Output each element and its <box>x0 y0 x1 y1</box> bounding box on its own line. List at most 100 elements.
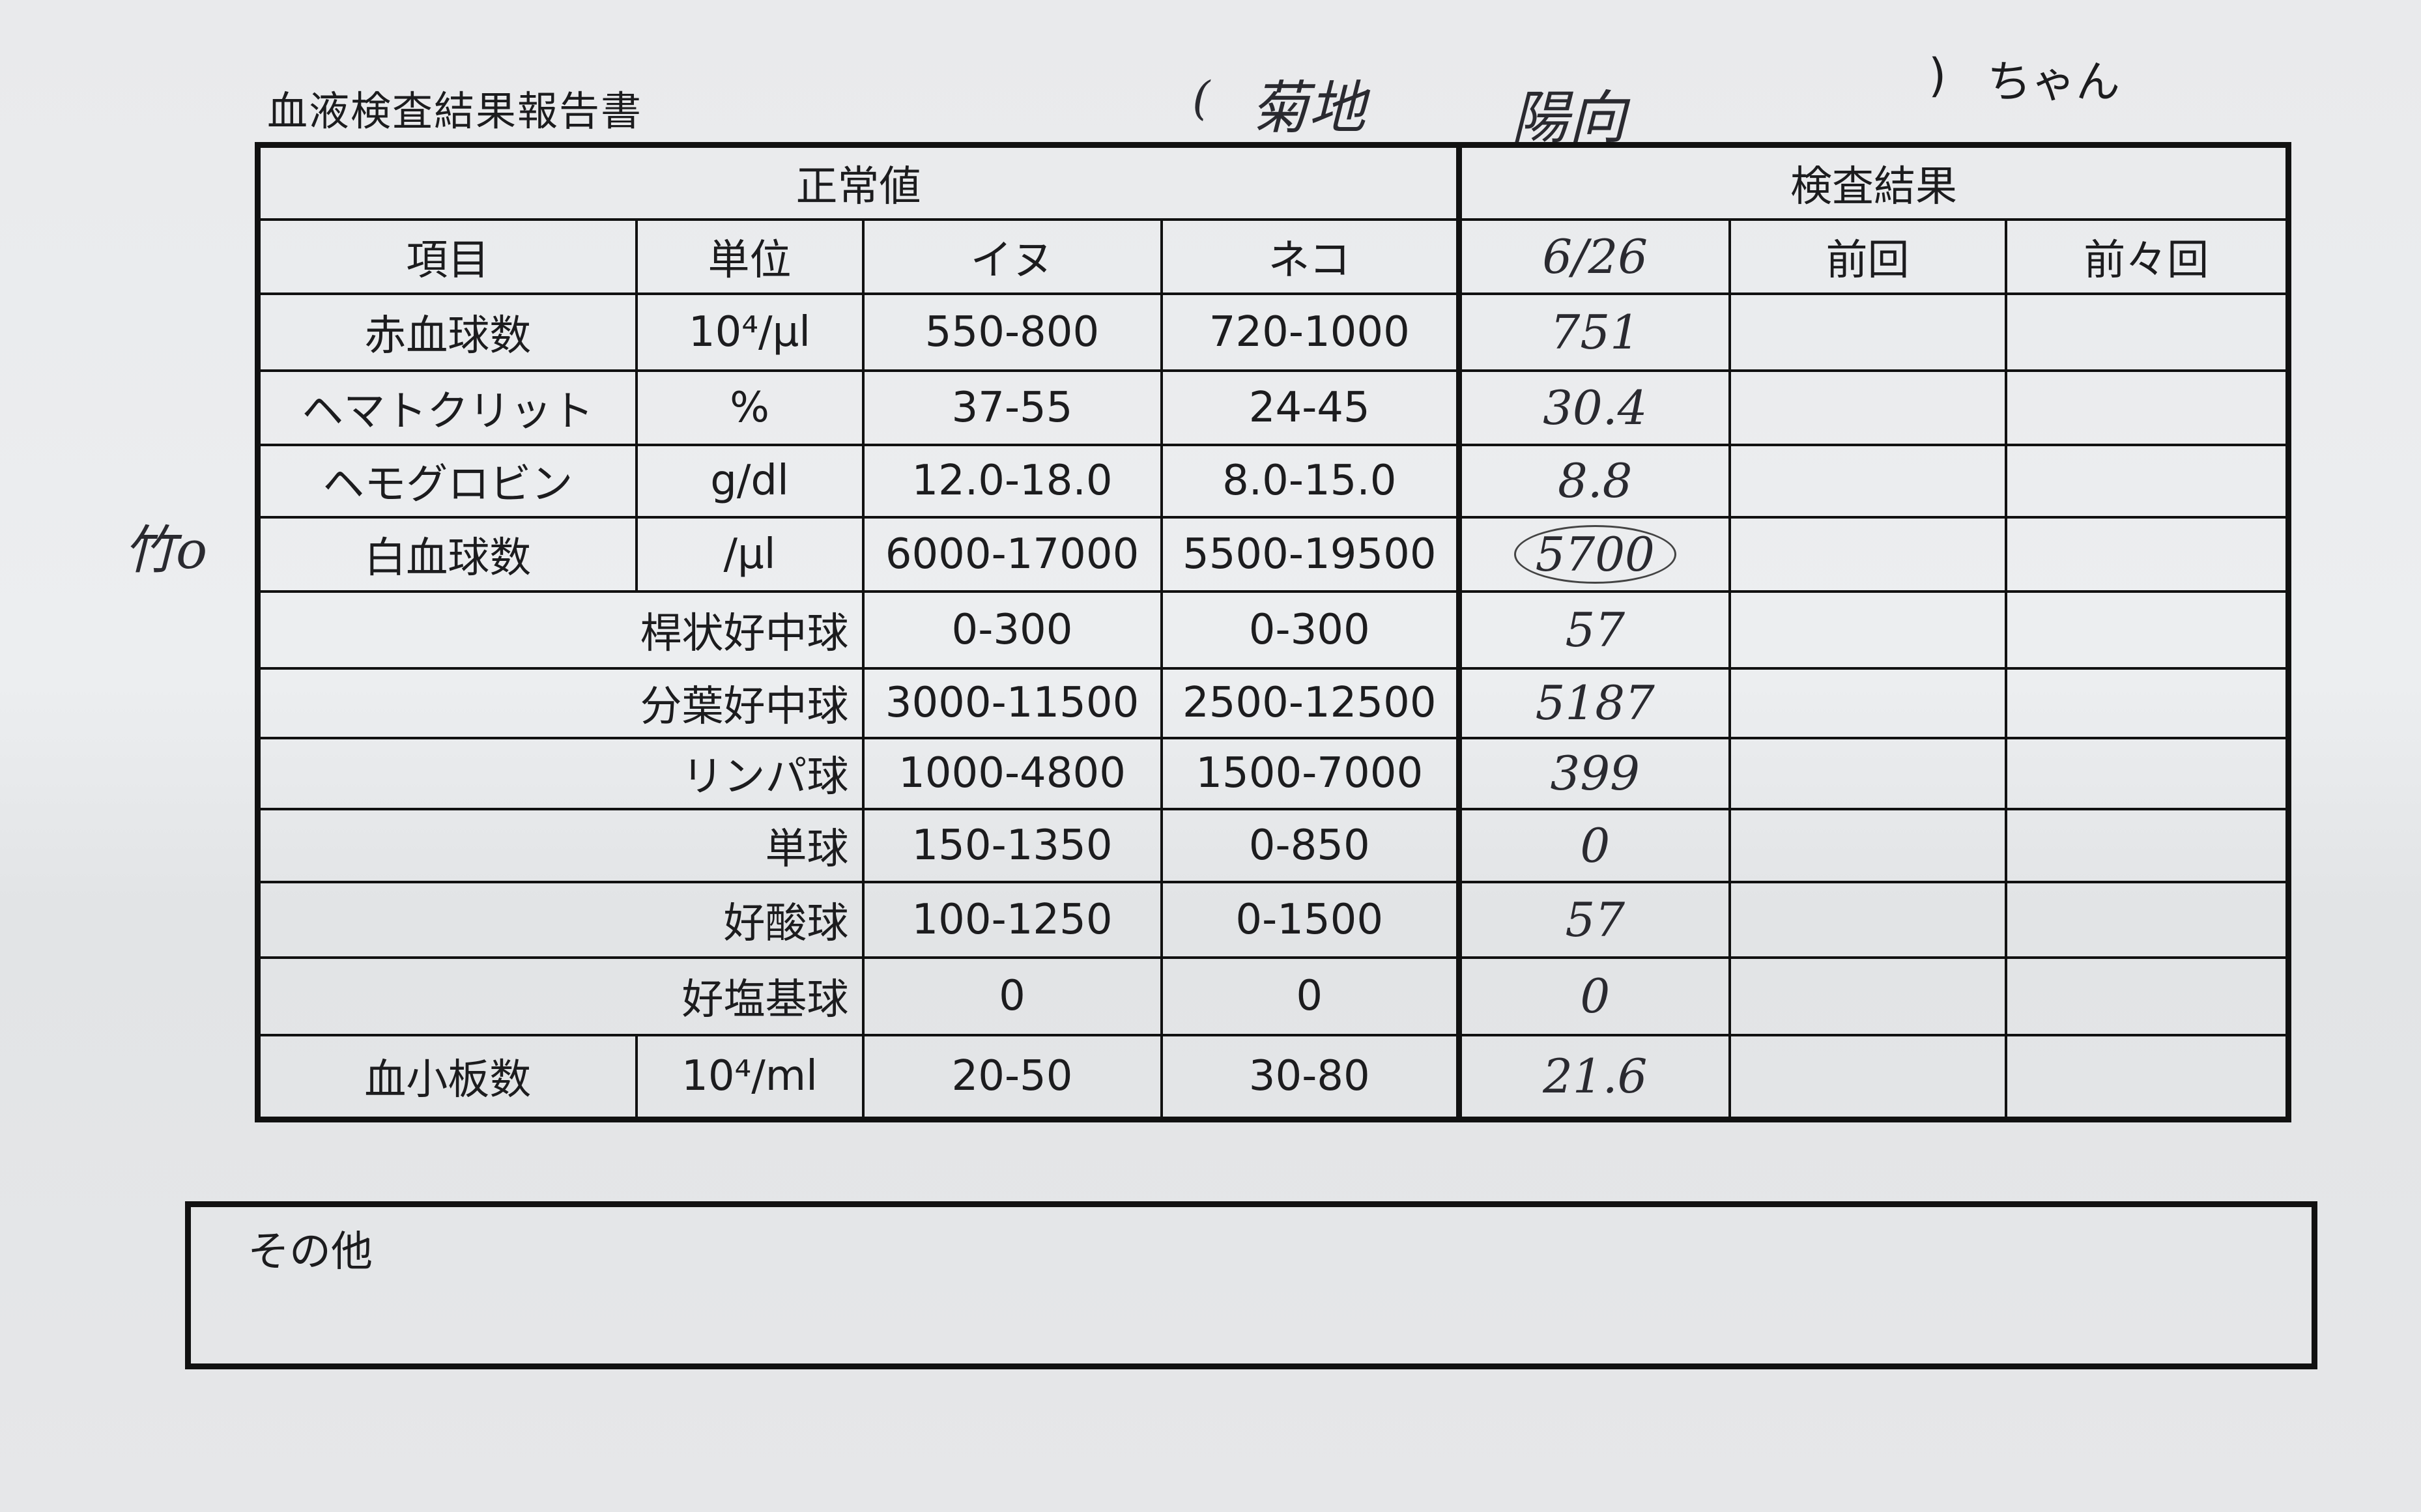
other-notes-label: その他 <box>248 1228 373 1276</box>
dog-range: 6000-17000 <box>861 515 1163 593</box>
table-row: 単球 150-1350 0-850 0 <box>256 807 2290 883</box>
item-label: 分葉好中球 <box>256 666 865 739</box>
column-header-cat: ネコ <box>1160 218 1461 295</box>
item-label: 白血球数 <box>256 515 638 593</box>
blood-test-table: 正常値 検査結果 項目 単位 イヌ ネコ 6/26 前回 前々回 赤血球数 10⁴/μl 550… <box>255 142 2291 1122</box>
cat-range: 24-45 <box>1160 369 1461 446</box>
unit: g/dl <box>635 443 865 519</box>
cat-range: 5500-19500 <box>1160 515 1461 593</box>
current-result: 5700 <box>1456 515 1731 593</box>
dog-range: 550-800 <box>861 292 1163 372</box>
document-title: 血液検査結果報告書 <box>267 87 643 135</box>
item-label: リンパ球 <box>256 736 865 810</box>
name-open-paren: ( <box>1192 72 1210 125</box>
unit: 10⁴/μl <box>635 292 865 372</box>
current-result: 21.6 <box>1456 1033 1731 1121</box>
current-result: 399 <box>1456 736 1731 810</box>
item-label: ヘモグロビン <box>256 443 638 519</box>
before-previous-result <box>2004 369 2290 446</box>
previous-result <box>1728 1033 2007 1121</box>
item-label: 桿状好中球 <box>256 590 865 670</box>
dog-range: 0 <box>861 956 1163 1036</box>
column-header-item: 項目 <box>256 218 638 295</box>
cat-range: 30-80 <box>1160 1033 1461 1121</box>
table-row: 桿状好中球 0-300 0-300 57 <box>256 590 2290 670</box>
table-row: 好酸球 100-1250 0-1500 57 <box>256 880 2290 959</box>
table-row: ヘモグロビン g/dl 12.0-18.0 8.0-15.0 8.8 <box>256 443 2290 519</box>
cat-range: 1500-7000 <box>1160 736 1461 810</box>
patient-surname: 菊地 <box>1251 74 1366 141</box>
current-result: 57 <box>1456 880 1731 959</box>
column-header-previous: 前回 <box>1728 218 2007 295</box>
before-previous-result <box>2004 666 2290 739</box>
dog-range: 0-300 <box>861 590 1163 670</box>
table-row: ヘマトクリット% 37-55 24-45 30.4 <box>256 369 2290 446</box>
unit: 10⁴/ml <box>635 1033 865 1121</box>
cat-range: 0-1500 <box>1160 880 1461 959</box>
current-result: 0 <box>1456 956 1731 1036</box>
column-header-before-previous: 前々回 <box>2004 218 2290 295</box>
normal-values-header: 正常値 <box>256 143 1461 221</box>
column-header-date: 6/26 <box>1456 218 1731 295</box>
before-previous-result <box>2004 807 2290 883</box>
before-previous-result <box>2004 880 2290 959</box>
cat-range: 2500-12500 <box>1160 666 1461 739</box>
dog-range: 12.0-18.0 <box>861 443 1163 519</box>
current-result: 8.8 <box>1456 443 1731 519</box>
name-suffix: ちゃん <box>1987 57 2121 108</box>
previous-result <box>1728 515 2007 593</box>
previous-result <box>1728 292 2007 372</box>
current-result: 57 <box>1456 590 1731 670</box>
unit: /μl <box>635 515 865 593</box>
previous-result <box>1728 736 2007 810</box>
column-header-dog: イヌ <box>861 218 1163 295</box>
dog-range: 100-1250 <box>861 880 1163 959</box>
previous-result <box>1728 880 2007 959</box>
table-row: 白血球数/μl 6000-17000 5500-19500 5700 <box>256 515 2290 593</box>
table-row: 血小板数 10⁴/ml 20-50 30-80 21.6 <box>256 1033 2290 1121</box>
item-label: 単球 <box>256 807 865 883</box>
cat-range: 0-850 <box>1160 807 1461 883</box>
current-result: 30.4 <box>1456 369 1731 446</box>
before-previous-result <box>2004 956 2290 1036</box>
patient-given-name: 陽向 <box>1511 84 1627 151</box>
item-label: ヘマトクリット <box>256 369 638 446</box>
before-previous-result <box>2004 443 2290 519</box>
current-result: 0 <box>1456 807 1731 883</box>
dog-range: 1000-4800 <box>861 736 1163 810</box>
before-previous-result <box>2004 1033 2290 1121</box>
results-header: 検査結果 <box>1456 143 2290 221</box>
dog-range: 150-1350 <box>861 807 1163 883</box>
current-result: 751 <box>1456 292 1731 372</box>
dog-range: 37-55 <box>861 369 1163 446</box>
dog-range: 3000-11500 <box>861 666 1163 739</box>
circled-value: 5700 <box>1513 524 1676 584</box>
before-previous-result <box>2004 515 2290 593</box>
cat-range: 720-1000 <box>1160 292 1461 372</box>
item-label: 血小板数 <box>256 1033 638 1121</box>
previous-result <box>1728 590 2007 670</box>
before-previous-result <box>2004 736 2290 810</box>
cat-range: 0 <box>1160 956 1461 1036</box>
current-result: 5187 <box>1456 666 1731 739</box>
name-close-paren: ) <box>1928 49 1947 102</box>
previous-result <box>1728 666 2007 739</box>
item-label: 赤血球数 <box>256 292 638 372</box>
other-notes-box <box>185 1201 2317 1369</box>
table-row: 赤血球数 10⁴/μl 550-800 720-1000 751 <box>256 292 2290 372</box>
dog-range: 20-50 <box>861 1033 1163 1121</box>
previous-result <box>1728 369 2007 446</box>
table-row: 好塩基球 0 0 0 <box>256 956 2290 1036</box>
margin-note: 竹o <box>124 520 208 580</box>
unit: % <box>635 369 865 446</box>
previous-result <box>1728 807 2007 883</box>
table-row: リンパ球 1000-4800 1500-7000 399 <box>256 736 2290 810</box>
column-header-unit: 単位 <box>635 218 865 295</box>
previous-result <box>1728 443 2007 519</box>
before-previous-result <box>2004 292 2290 372</box>
item-label: 好塩基球 <box>256 956 865 1036</box>
previous-result <box>1728 956 2007 1036</box>
table-row: 分葉好中球 3000-11500 2500-12500 5187 <box>256 666 2290 739</box>
cat-range: 8.0-15.0 <box>1160 443 1461 519</box>
cat-range: 0-300 <box>1160 590 1461 670</box>
